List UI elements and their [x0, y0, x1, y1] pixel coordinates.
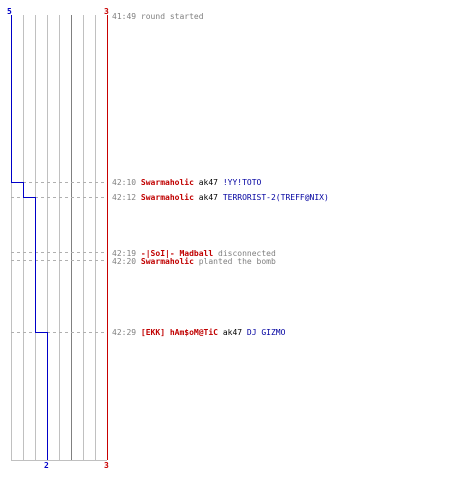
t-count-end: 3	[104, 461, 109, 470]
log-weapon: ak47	[222, 328, 243, 337]
log-victim: !YY!TOTO	[222, 178, 262, 187]
log-player: -|SoI|- Madball	[140, 249, 214, 258]
log-victim: DJ GIZMO	[246, 328, 286, 337]
log-time: 42:10	[112, 178, 137, 187]
log-entry: 42:10 Swarmaholic ak47 !YY!TOTO	[112, 178, 261, 187]
ct-count-start: 5	[7, 7, 12, 16]
log-weapon: ak47	[198, 193, 218, 202]
log-message: disconnected	[218, 249, 276, 258]
log-entry: 42:12 Swarmaholic ak47 TERRORIST-2(TREFF…	[112, 193, 329, 202]
log-message: round started	[140, 12, 204, 21]
log-victim: TERRORIST-2(TREFF@NIX)	[222, 193, 329, 202]
log-message: planted the bomb	[198, 257, 276, 266]
timeline-grid	[11, 15, 107, 461]
log-time: 42:29	[112, 328, 137, 337]
log-player: Swarmaholic	[140, 257, 194, 266]
log-weapon: ak47	[198, 178, 218, 187]
ct-alive-line	[11, 15, 48, 460]
log-time: 42:20	[112, 257, 137, 266]
log-entry: 42:19 -|SoI|- Madball disconnected	[112, 249, 276, 258]
ct-count-end: 2	[44, 461, 49, 470]
log-entry: 41:49 round started	[112, 12, 204, 21]
log-killer: Swarmaholic	[140, 178, 194, 187]
log-killer: Swarmaholic	[140, 193, 194, 202]
log-time: 42:19	[112, 249, 137, 258]
log-time: 42:12	[112, 193, 137, 202]
log-time: 41:49	[112, 12, 137, 21]
log-killer: [EKK] hAm$oM@TiC	[140, 328, 218, 337]
event-dashes	[11, 182, 107, 333]
log-entry: 42:20 Swarmaholic planted the bomb	[112, 257, 276, 266]
log-entry: 42:29 [EKK] hAm$oM@TiC ak47 DJ GIZMO	[112, 328, 285, 337]
t-count-start: 3	[104, 7, 109, 16]
